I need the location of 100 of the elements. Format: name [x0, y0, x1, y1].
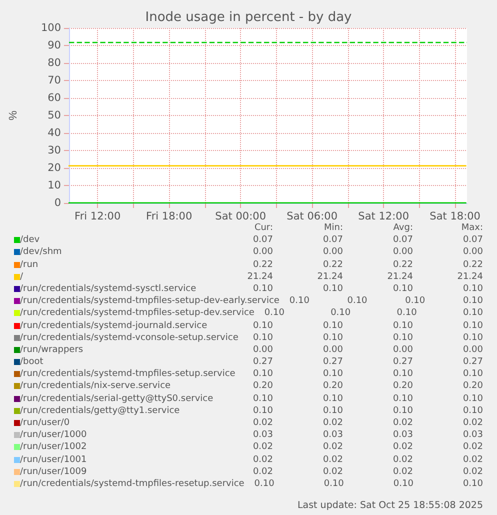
- text: 0.10: [252, 404, 273, 418]
- legend-label: /run/user/1001: [20, 454, 87, 466]
- text: Avg:: [392, 222, 413, 234]
- chart-title: Inode usage in percent - by day: [145, 10, 352, 25]
- text: 0.02: [252, 441, 273, 454]
- text: 0.10: [252, 369, 273, 380]
- legend-label: /run/user/0: [20, 417, 70, 430]
- legend-label: /dev: [20, 234, 40, 246]
- text: 21.24: [316, 270, 343, 283]
- text: 0.22: [392, 258, 413, 271]
- y-tick-label: 80: [48, 57, 61, 69]
- text: Min:: [322, 222, 343, 234]
- legend-label: /run/credentials/systemd-tmpfiles-resetup.service: [20, 478, 244, 490]
- text: 0.02: [322, 454, 343, 466]
- text: 0.00: [392, 246, 413, 259]
- text: 0.10: [322, 332, 343, 344]
- legend-label: /run/wrappers: [20, 344, 84, 356]
- text: 0.20: [462, 380, 483, 393]
- legend-label: /run/credentials/getty@tty1.service: [20, 404, 180, 418]
- text: 0.22: [322, 258, 343, 271]
- text: 0.20: [392, 380, 413, 393]
- text: 0.02: [252, 466, 273, 478]
- text: 0.10: [392, 320, 413, 332]
- legend-label: /run/credentials/nix-serve.service: [20, 380, 171, 393]
- legend-label: /run/user/1002: [20, 441, 87, 454]
- y-tick-label: 30: [48, 144, 61, 156]
- legend-label: /run/credentials/serial-getty@ttyS0.service: [20, 392, 214, 405]
- text: 21.24: [386, 270, 413, 283]
- text: 0.02: [462, 441, 483, 454]
- text: 0.22: [462, 258, 483, 271]
- text: 0.10: [392, 478, 414, 490]
- text: 0.00: [392, 344, 413, 356]
- y-tick-label: 50: [48, 110, 61, 122]
- x-tick-label: Sat 18:00: [430, 210, 480, 222]
- text: 0.10: [252, 282, 273, 296]
- text: 0.10: [322, 404, 343, 418]
- y-tick-label: 60: [48, 92, 61, 104]
- text: 0.27: [462, 356, 483, 368]
- text: 0.10: [404, 295, 426, 308]
- legend-label: /boot: [20, 356, 44, 368]
- text: 0.00: [462, 246, 483, 259]
- text: 0.10: [392, 332, 413, 344]
- text: 0.10: [252, 320, 273, 332]
- legend-label: /run/credentials/systemd-tmpfiles-setup-dev.service: [20, 307, 254, 320]
- text: 0.02: [392, 466, 413, 478]
- text: 0.00: [322, 344, 343, 356]
- legend-label: /run/user/1000: [20, 429, 87, 442]
- y-tick-label: 40: [48, 127, 61, 139]
- text: 0.00: [462, 344, 483, 356]
- text: 0.03: [252, 429, 273, 442]
- text: 0.02: [462, 417, 483, 430]
- text: 0.10: [264, 308, 284, 318]
- y-tick-label: 10: [48, 180, 61, 192]
- text: 0.07: [252, 234, 273, 246]
- text: 21.24: [456, 270, 483, 283]
- text: 0.10: [462, 404, 483, 418]
- x-tick-label: Sat 06:00: [286, 210, 338, 222]
- x-tick-label: Sat 00:00: [215, 210, 266, 222]
- y-tick-label: 70: [48, 74, 61, 86]
- text: 0.07: [322, 234, 343, 246]
- text: 0.00: [252, 344, 273, 356]
- text: 0.10: [252, 332, 273, 343]
- text: 0.20: [322, 380, 343, 393]
- text: 0.00: [322, 246, 343, 259]
- text: 0.10: [392, 368, 413, 380]
- legend-label: /run: [20, 258, 38, 271]
- text: 0.03: [462, 429, 483, 442]
- text: Max:: [460, 222, 483, 234]
- text: 0.10: [462, 307, 483, 320]
- text: 0.22: [252, 258, 273, 271]
- text: 0.07: [392, 234, 413, 246]
- text: 0.10: [322, 478, 344, 490]
- y-axis-title: %: [8, 110, 20, 120]
- text: 0.10: [252, 392, 273, 405]
- text: 0.10: [462, 368, 483, 380]
- x-tick-label: Sat 12:00: [358, 210, 409, 222]
- text: 0.07: [462, 234, 483, 246]
- text: 0.02: [462, 454, 483, 466]
- legend-label: /run/credentials/systemd-tmpfiles-setup.service: [20, 368, 236, 380]
- text: 0.10: [322, 392, 343, 405]
- text: 0.10: [322, 368, 343, 380]
- text: 0.02: [322, 417, 343, 430]
- legend-label: /run/credentials/systemd-sysctl.service: [20, 282, 196, 296]
- y-tick-label: 20: [48, 162, 61, 174]
- text: 0.10: [462, 282, 483, 296]
- legend-label: /run/user/1009: [20, 466, 87, 478]
- text: 0.10: [392, 282, 413, 296]
- x-tick-label: Fri 18:00: [146, 210, 192, 222]
- text: 0.00: [252, 246, 273, 259]
- text: 0.10: [346, 295, 368, 308]
- text: 0.03: [392, 429, 413, 442]
- text: 0.02: [322, 466, 343, 478]
- text: Last update: Sat Oct 25 18:55:08 2025: [297, 500, 483, 511]
- text: Cur:: [253, 222, 273, 234]
- text: 0.02: [392, 441, 413, 454]
- text: 0.20: [252, 380, 273, 393]
- text: 0.10: [392, 392, 413, 405]
- text: 0.10: [392, 404, 413, 418]
- text: 0.03: [322, 429, 343, 442]
- y-tick-label: 0: [54, 197, 61, 209]
